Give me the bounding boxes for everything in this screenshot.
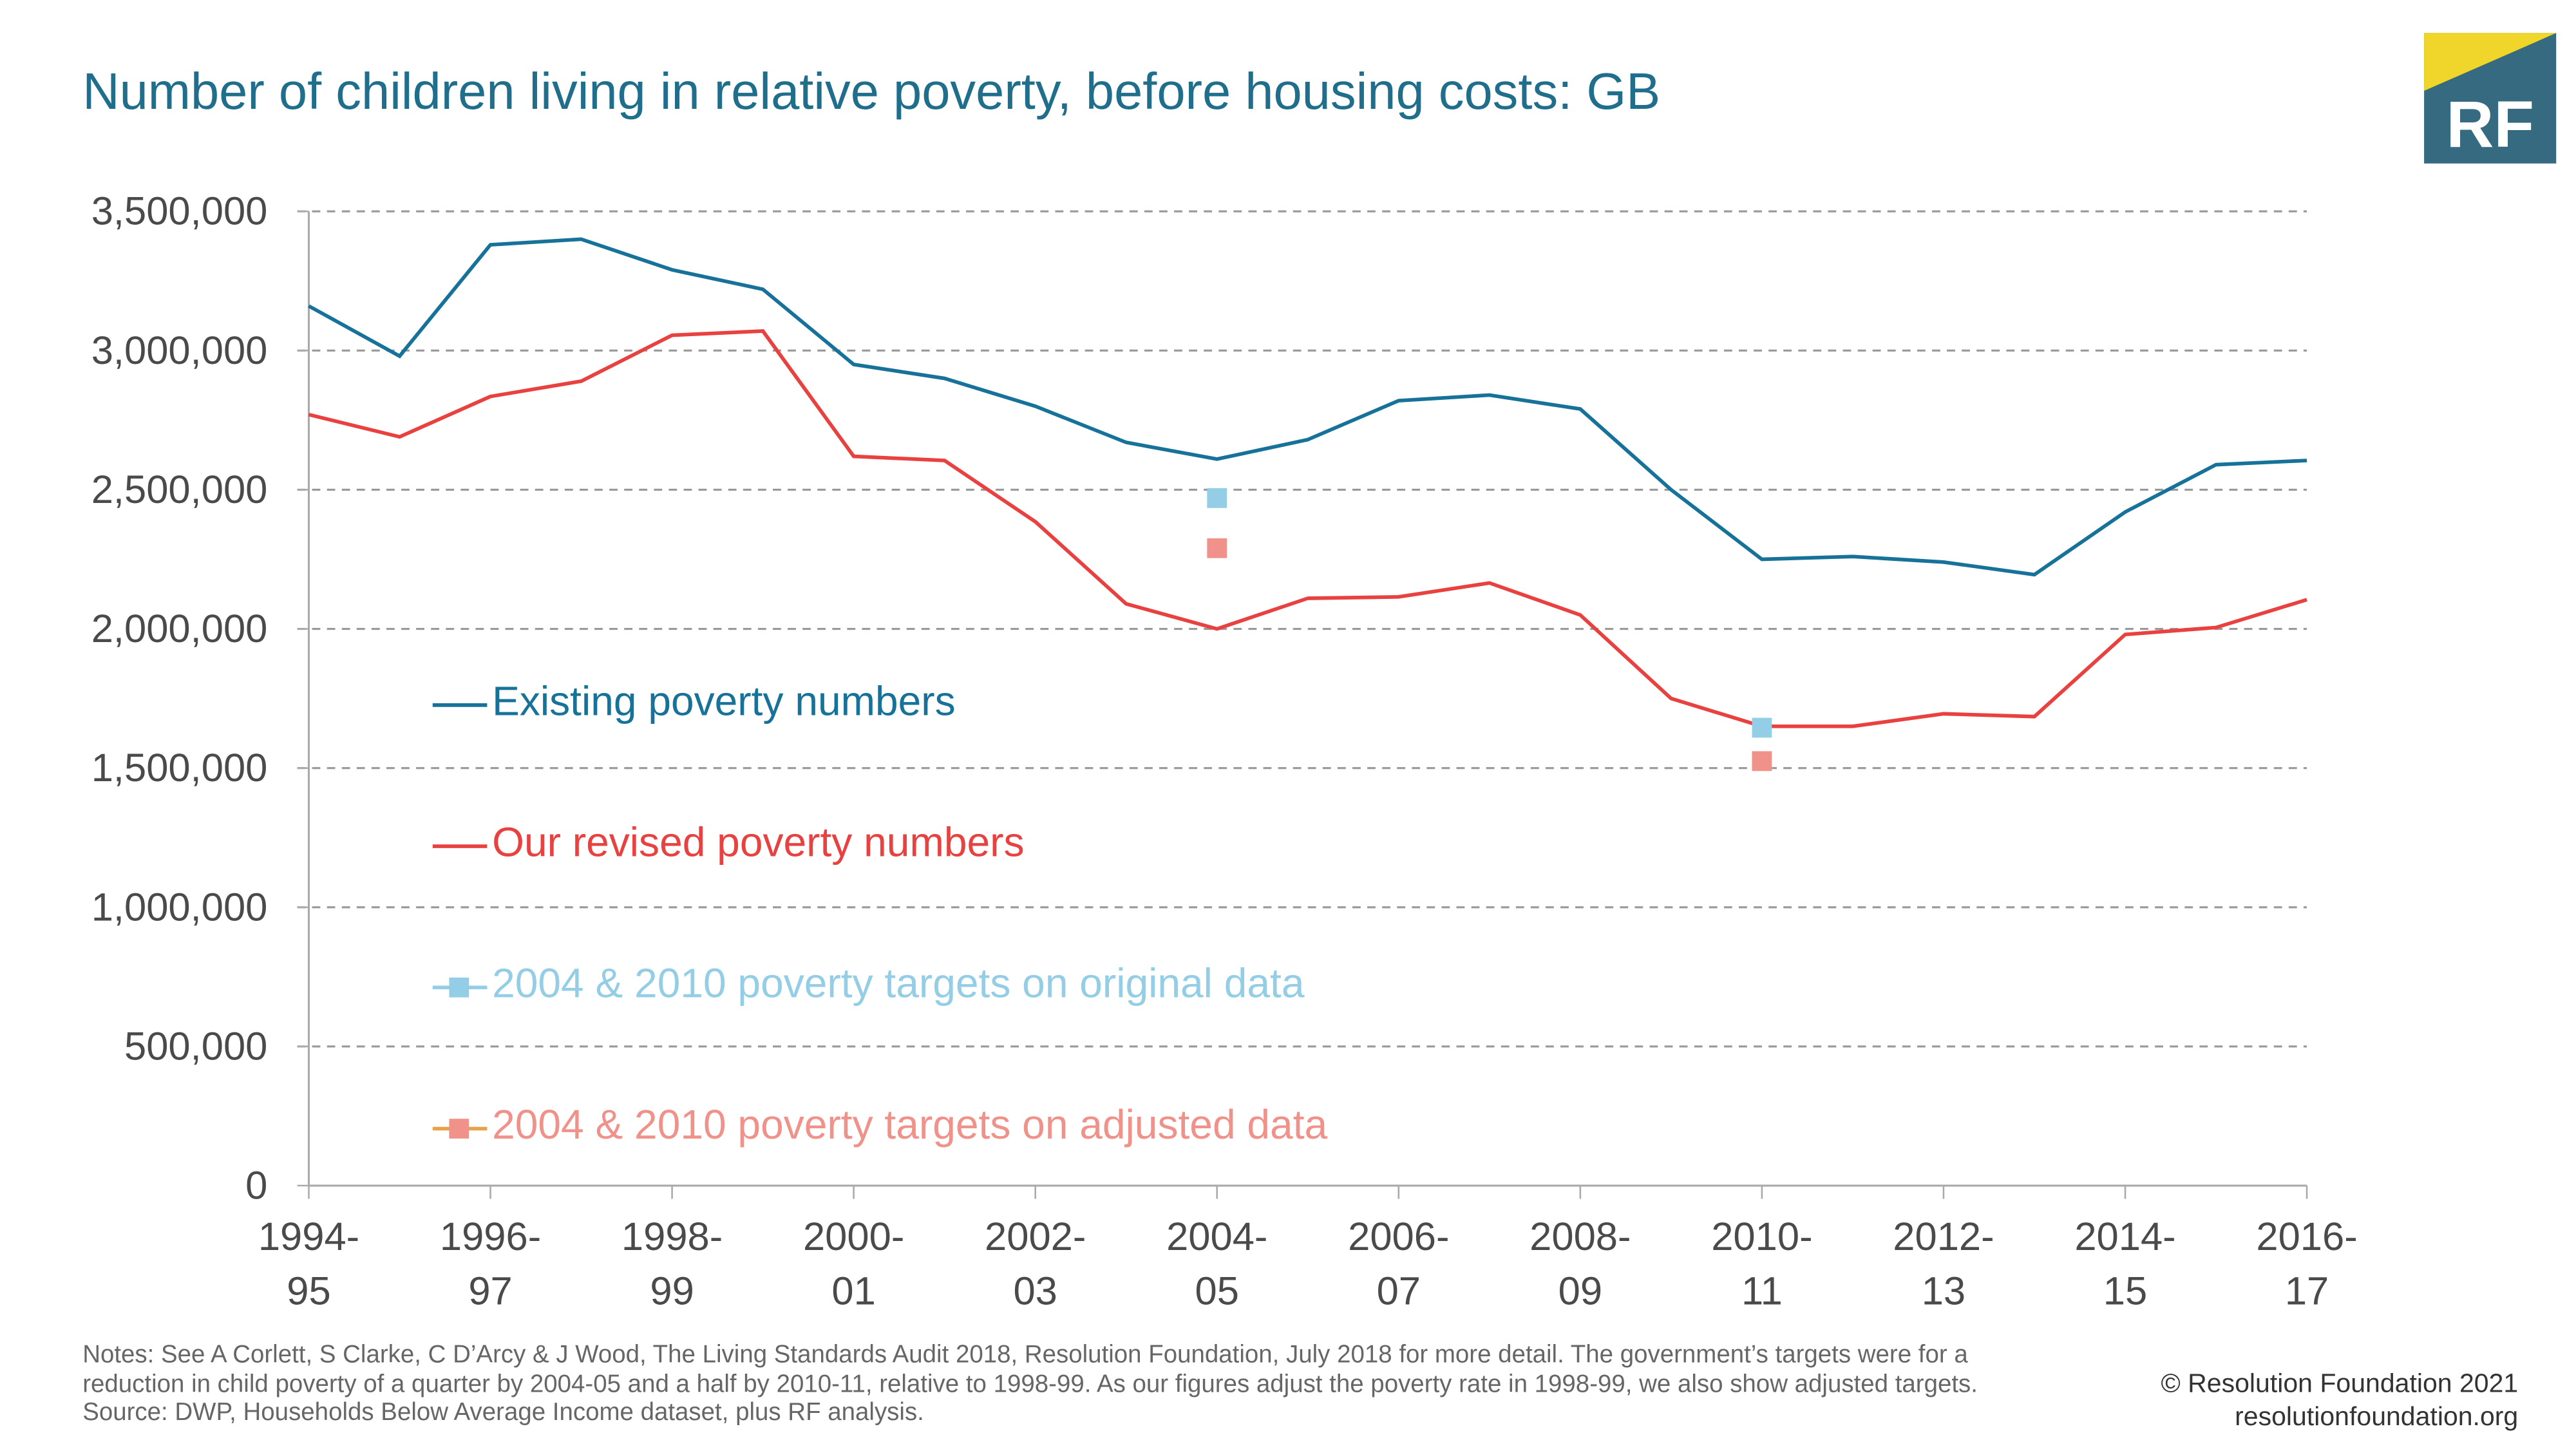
x-tick-label-line1: 2004-	[1166, 1215, 1267, 1259]
data-point	[581, 239, 582, 240]
series-marks	[308, 237, 2307, 772]
svg-text:RF: RF	[2446, 87, 2534, 161]
data-point	[2215, 464, 2217, 465]
x-tick-label-line1: 2008-	[1530, 1215, 1631, 1259]
x-tick-label-line2: 99	[650, 1269, 694, 1314]
data-point	[853, 456, 854, 457]
x-tick-label-line1: 1996-	[440, 1215, 541, 1259]
y-axis-ticks: 0 500,000 1,000,000 1,500,000 2,000,000 2,500…	[91, 189, 309, 1208]
website: resolutionfoundation.org	[2235, 1401, 2518, 1431]
x-tick-label-line1: 2012-	[1893, 1215, 1994, 1259]
y-tick-label: 2,000,000	[91, 607, 268, 651]
y-tick-label: 3,000,000	[91, 328, 268, 373]
x-tick-label-line2: 07	[1377, 1269, 1421, 1314]
y-tick-label: 0	[245, 1164, 267, 1208]
x-tick-label-line2: 13	[1922, 1269, 1965, 1314]
x-tick-label-line2: 11	[1741, 1269, 1783, 1314]
target-marker	[1752, 717, 1772, 738]
legend-swatch-marker	[449, 977, 469, 998]
legend-swatch-marker	[449, 1119, 469, 1139]
data-point	[308, 305, 309, 307]
data-point	[1580, 614, 1581, 616]
x-tick-label-line1: 2010-	[1711, 1215, 1812, 1259]
data-point	[762, 330, 763, 332]
chart-title: Number of children living in relative po…	[82, 62, 1660, 120]
data-point	[399, 355, 400, 357]
copyright: © Resolution Foundation 2021	[2161, 1368, 2519, 1398]
data-point	[1307, 439, 1309, 440]
notes-line-2: reduction in child poverty of a quarter …	[82, 1370, 1978, 1398]
legend-label: Our revised poverty numbers	[492, 819, 1024, 865]
data-point	[762, 289, 763, 290]
y-tick-label: 2,500,000	[91, 468, 268, 512]
data-point	[1035, 406, 1036, 407]
data-point	[944, 460, 945, 461]
data-point	[1761, 559, 1763, 560]
legend-label: 2004 & 2010 poverty targets on original …	[492, 960, 1305, 1007]
x-tick-label-line1: 2002-	[985, 1215, 1086, 1259]
x-tick-label-line1: 2016-	[2256, 1215, 2357, 1259]
notes-line-1: Notes: See A Corlett, S Clarke, C D’Arcy…	[82, 1340, 1968, 1368]
x-tick-label-line2: 03	[1013, 1269, 1057, 1314]
data-point	[1580, 408, 1581, 410]
x-tick-label-line2: 17	[2285, 1269, 2329, 1314]
x-axis-ticks: 1994- 95 1996- 97 1998- 99 2000- 01 2002- 03 2004-…	[258, 1186, 2358, 1314]
x-tick-label-line2: 15	[2103, 1269, 2147, 1314]
data-point	[2034, 716, 2035, 717]
data-point	[581, 381, 582, 382]
x-tick-label-line2: 01	[831, 1269, 875, 1314]
x-tick-label-line2: 97	[468, 1269, 512, 1314]
data-point	[2034, 574, 2035, 575]
legend-label: 2004 & 2010 poverty targets on adjusted …	[492, 1101, 1327, 1148]
x-tick-label-line2: 95	[287, 1269, 330, 1314]
data-point	[1671, 698, 1672, 699]
x-tick-label-line1: 2006-	[1348, 1215, 1449, 1259]
x-tick-label-line1: 1994-	[258, 1215, 359, 1259]
gridlines	[297, 210, 2307, 1048]
data-point	[944, 378, 945, 379]
x-tick-label-line2: 09	[1558, 1269, 1602, 1314]
legend: Existing poverty numbers Our revised pove…	[432, 677, 1328, 1148]
notes-line-3: Source: DWP, Households Below Average In…	[82, 1398, 924, 1426]
y-tick-label: 1,500,000	[91, 746, 268, 790]
x-tick-label-line1: 2000-	[803, 1215, 904, 1259]
y-tick-label: 500,000	[124, 1024, 267, 1068]
x-tick-label-line1: 2014-	[2074, 1215, 2175, 1259]
series-line-0	[308, 237, 2307, 577]
target-marker	[1207, 488, 1227, 508]
y-tick-label: 1,000,000	[91, 885, 268, 929]
data-point	[1307, 598, 1309, 599]
data-point	[308, 414, 309, 415]
x-tick-label-line2: 05	[1195, 1269, 1239, 1314]
notes: Notes: See A Corlett, S Clarke, C D’Arcy…	[82, 1340, 1978, 1426]
y-tick-label: 3,500,000	[91, 189, 268, 234]
data-point	[2125, 511, 2126, 513]
data-point	[2125, 634, 2126, 635]
rf-logo: RF	[2424, 33, 2557, 164]
legend-label: Existing poverty numbers	[492, 677, 956, 724]
data-point	[490, 396, 491, 397]
data-point	[2215, 627, 2217, 628]
series-line-1	[308, 329, 2307, 728]
x-tick-label-line1: 1998-	[621, 1215, 723, 1259]
target-marker	[1752, 751, 1772, 772]
data-point	[1671, 489, 1672, 490]
target-marker	[1207, 538, 1227, 558]
